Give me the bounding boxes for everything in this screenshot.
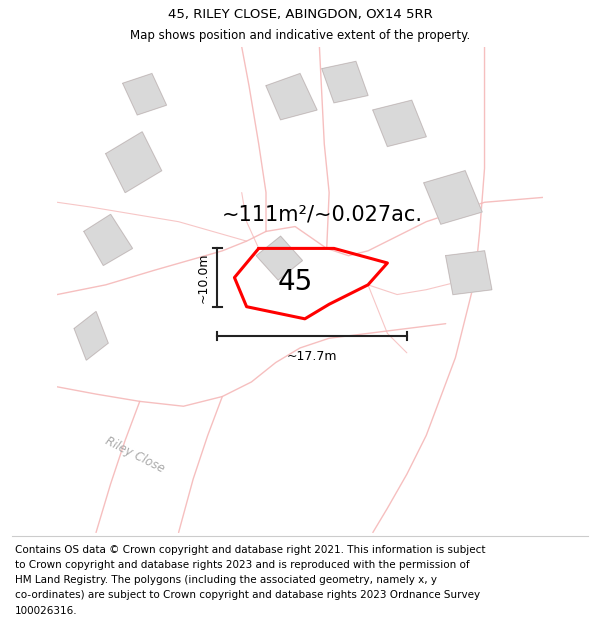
Text: Map shows position and indicative extent of the property.: Map shows position and indicative extent…: [130, 29, 470, 42]
Polygon shape: [84, 214, 133, 266]
Polygon shape: [424, 171, 482, 224]
Polygon shape: [106, 132, 161, 192]
Text: ~10.0m: ~10.0m: [196, 253, 209, 302]
Text: ~17.7m: ~17.7m: [287, 351, 337, 363]
Polygon shape: [74, 311, 108, 360]
Polygon shape: [256, 236, 302, 280]
Polygon shape: [373, 100, 426, 146]
Text: 45: 45: [278, 268, 313, 296]
Text: to Crown copyright and database rights 2023 and is reproduced with the permissio: to Crown copyright and database rights 2…: [15, 560, 470, 570]
Text: Contains OS data © Crown copyright and database right 2021. This information is : Contains OS data © Crown copyright and d…: [15, 544, 485, 554]
Text: ~111m²/~0.027ac.: ~111m²/~0.027ac.: [221, 204, 422, 224]
Polygon shape: [322, 61, 368, 102]
Polygon shape: [266, 74, 317, 120]
Text: Riley Close: Riley Close: [103, 434, 167, 475]
Text: HM Land Registry. The polygons (including the associated geometry, namely x, y: HM Land Registry. The polygons (includin…: [15, 575, 437, 585]
Text: co-ordinates) are subject to Crown copyright and database rights 2023 Ordnance S: co-ordinates) are subject to Crown copyr…: [15, 590, 480, 600]
Text: 45, RILEY CLOSE, ABINGDON, OX14 5RR: 45, RILEY CLOSE, ABINGDON, OX14 5RR: [167, 8, 433, 21]
Polygon shape: [446, 251, 492, 294]
Text: 100026316.: 100026316.: [15, 606, 77, 616]
Polygon shape: [123, 74, 166, 115]
